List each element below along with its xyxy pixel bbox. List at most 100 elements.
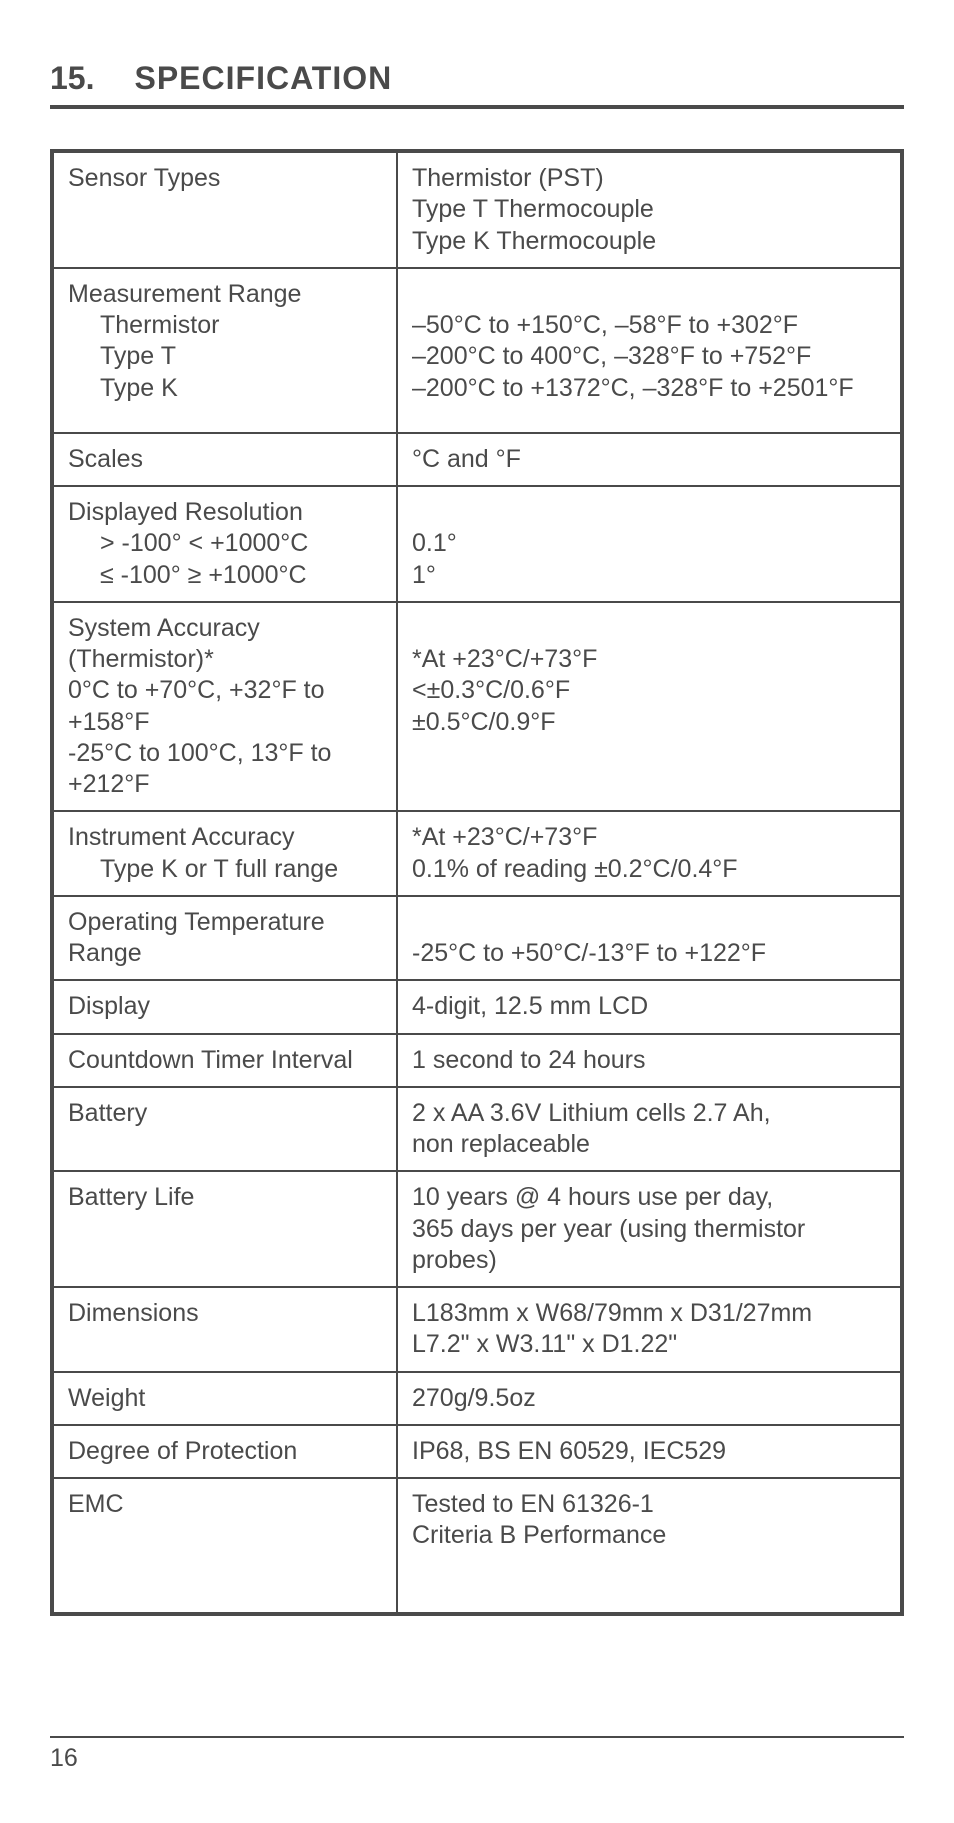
spec-label-cell: Weight <box>52 1372 397 1425</box>
page: 15. SPECIFICATION Sensor Types Thermistor… <box>0 0 954 1823</box>
spec-sublabel: (Thermistor)* <box>68 644 382 675</box>
spec-value-cell: 1 second to 24 hours <box>397 1034 902 1087</box>
section-title: SPECIFICATION <box>134 60 392 97</box>
spec-value-line: °C and °F <box>412 444 886 475</box>
spec-value-line: non replaceable <box>412 1129 886 1160</box>
table-row: Scales °C and °F <box>52 433 902 486</box>
section-number: 15. <box>50 60 94 97</box>
spec-label: Measurement Range <box>68 280 301 308</box>
table-row: Countdown Timer Interval 1 second to 24 h… <box>52 1034 902 1087</box>
spec-value-cell: 0.1°1° <box>397 486 902 602</box>
spec-label: Display <box>68 992 150 1020</box>
spec-value-line <box>412 907 886 938</box>
spec-label-cell: System Accuracy (Thermistor)*0°C to +70°… <box>52 602 397 812</box>
spec-label: EMC <box>68 1490 124 1518</box>
table-row: Measurement RangeThermistorType TType K … <box>52 268 902 433</box>
table-row: Battery Life10 years @ 4 hours use per d… <box>52 1171 902 1287</box>
spec-value-line: Criteria B Performance <box>412 1520 886 1551</box>
table-row: Instrument Accuracy Type K or T full rang… <box>52 811 902 896</box>
spec-label: System Accuracy <box>68 614 260 642</box>
spec-label-cell: Dimensions <box>52 1287 397 1372</box>
table-row: Operating TemperatureRange -25°C to +50°… <box>52 896 902 981</box>
spec-sublabel: Type T <box>68 341 382 372</box>
spec-label-cell: Display <box>52 980 397 1033</box>
spec-value-cell: -25°C to +50°C/-13°F to +122°F <box>397 896 902 981</box>
spec-sublabel: ≤ -100° ≥ +1000°C <box>68 560 382 591</box>
spec-sublabel: Type K <box>68 373 382 404</box>
spec-value-line: L7.2" x W3.11" x D1.22" <box>412 1329 886 1360</box>
spec-label-cell: Battery Life <box>52 1171 397 1287</box>
spec-value-line: 365 days per year (using thermistor <box>412 1214 886 1245</box>
spec-value-line: L183mm x W68/79mm x D31/27mm <box>412 1298 886 1329</box>
table-row: Dimensions L183mm x W68/79mm x D31/27mmL7… <box>52 1287 902 1372</box>
specification-table: Sensor TypesThermistor (PST)Type T Therm… <box>50 149 904 1616</box>
spec-label-cell: Degree of Protection <box>52 1425 397 1478</box>
spec-label: Battery <box>68 1099 147 1127</box>
spec-label-cell: Instrument Accuracy Type K or T full rang… <box>52 811 397 896</box>
spec-label: Countdown Timer Interval <box>68 1046 353 1074</box>
spec-value-line: 270g/9.5oz <box>412 1383 886 1414</box>
spec-value-line: *At +23°C/+73°F <box>412 822 886 853</box>
spec-value-line: –50°C to +150°C, –58°F to +302°F <box>412 310 886 341</box>
page-footer: 16 <box>50 1736 904 1773</box>
spec-sublabel: -25°C to 100°C, 13°F to +212°F <box>68 738 382 801</box>
spec-sublabel: 0°C to +70°C, +32°F to +158°F <box>68 675 382 738</box>
spec-label-cell: Countdown Timer Interval <box>52 1034 397 1087</box>
spec-label: Weight <box>68 1384 145 1412</box>
table-row: Display 4-digit, 12.5 mm LCD <box>52 980 902 1033</box>
spec-value-line: Type T Thermocouple <box>412 194 886 225</box>
table-row: Degree of Protection IP68, BS EN 60529, I… <box>52 1425 902 1478</box>
spec-label: Sensor Types <box>68 164 220 192</box>
spec-value-line: Thermistor (PST) <box>412 163 886 194</box>
section-header: 15. SPECIFICATION <box>50 60 904 109</box>
spec-label: Instrument Accuracy <box>68 823 294 851</box>
spec-label-cell: Measurement RangeThermistorType TType K <box>52 268 397 433</box>
spec-value-line: –200°C to +1372°C, –328°F to +2501°F <box>412 373 886 404</box>
spec-value-line: 10 years @ 4 hours use per day, <box>412 1182 886 1213</box>
spec-value-line <box>412 279 886 310</box>
spec-label-cell: Scales <box>52 433 397 486</box>
spec-label-cell: EMC <box>52 1478 397 1614</box>
spec-value-cell: 2 x AA 3.6V Lithium cells 2.7 Ah,non rep… <box>397 1087 902 1172</box>
spec-value-line: -25°C to +50°C/-13°F to +122°F <box>412 938 886 969</box>
table-row: System Accuracy (Thermistor)*0°C to +70°… <box>52 602 902 812</box>
spec-sublabel: Type K or T full range <box>68 854 382 885</box>
spec-label: Displayed Resolution <box>68 498 303 526</box>
spec-value-line: 2 x AA 3.6V Lithium cells 2.7 Ah, <box>412 1098 886 1129</box>
spec-label: Dimensions <box>68 1299 199 1327</box>
spec-value-line <box>412 613 886 644</box>
spec-label-cell: Sensor Types <box>52 151 397 268</box>
table-row: EMC Tested to EN 61326-1Criteria B Perfor… <box>52 1478 902 1614</box>
spec-value-cell: 10 years @ 4 hours use per day,365 days … <box>397 1171 902 1287</box>
spec-label: Degree of Protection <box>68 1437 297 1465</box>
spec-value-line: 0.1% of reading ±0.2°C/0.4°F <box>412 854 886 885</box>
spec-value-line: Tested to EN 61326-1 <box>412 1489 886 1520</box>
spec-value-cell: Thermistor (PST)Type T ThermocoupleType … <box>397 151 902 268</box>
spec-value-line: –200°C to 400°C, –328°F to +752°F <box>412 341 886 372</box>
spec-value-cell: –50°C to +150°C, –58°F to +302°F–200°C t… <box>397 268 902 433</box>
spec-value-line: 1 second to 24 hours <box>412 1045 886 1076</box>
spec-value-cell: Tested to EN 61326-1Criteria B Performan… <box>397 1478 902 1614</box>
spec-value-line: <±0.3°C/0.6°F <box>412 675 886 706</box>
spec-label-cell: Battery <box>52 1087 397 1172</box>
spec-sublabel: Thermistor <box>68 310 382 341</box>
spec-value-cell: *At +23°C/+73°F0.1% of reading ±0.2°C/0.… <box>397 811 902 896</box>
spec-value-line: ±0.5°C/0.9°F <box>412 707 886 738</box>
spec-value-line: 0.1° <box>412 528 886 559</box>
spec-value-line: *At +23°C/+73°F <box>412 644 886 675</box>
spec-sublabel: Range <box>68 938 382 969</box>
spec-sublabel: > -100° < +1000°C <box>68 528 382 559</box>
spec-label: Operating Temperature <box>68 908 325 936</box>
table-row: Sensor Types Thermistor (PST)Type T Therm… <box>52 151 902 268</box>
spec-value-cell: 4-digit, 12.5 mm LCD <box>397 980 902 1033</box>
spec-value-cell: 270g/9.5oz <box>397 1372 902 1425</box>
table-row: Battery 2 x AA 3.6V Lithium cells 2.7 Ah,… <box>52 1087 902 1172</box>
spec-value-line: IP68, BS EN 60529, IEC529 <box>412 1436 886 1467</box>
spec-value-line <box>412 497 886 528</box>
spec-value-line: 4-digit, 12.5 mm LCD <box>412 991 886 1022</box>
spec-value-cell: L183mm x W68/79mm x D31/27mmL7.2" x W3.1… <box>397 1287 902 1372</box>
spec-label-cell: Displayed Resolution> -100° < +1000°C≤ -… <box>52 486 397 602</box>
spec-value-line: 1° <box>412 560 886 591</box>
spec-value-line: Type K Thermocouple <box>412 226 886 257</box>
table-row: Displayed Resolution> -100° < +1000°C≤ -… <box>52 486 902 602</box>
